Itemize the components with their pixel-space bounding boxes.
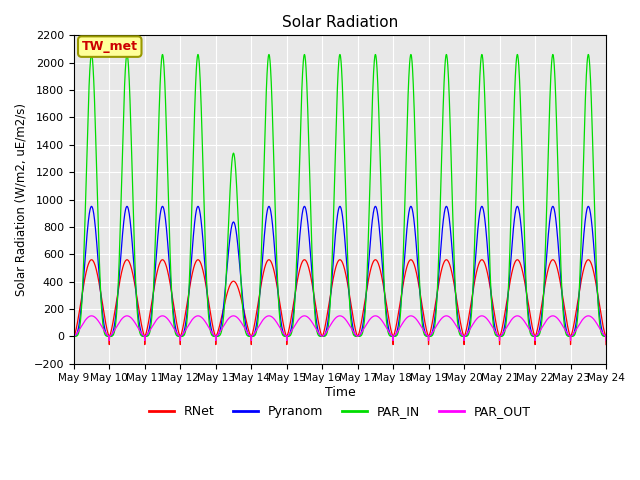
PAR_OUT bbox=[219, 325, 227, 331]
PAR_OUT bbox=[556, 318, 563, 324]
X-axis label: Time: Time bbox=[324, 386, 355, 399]
Pyranom bbox=[88, 204, 95, 209]
PAR_OUT bbox=[495, 333, 502, 339]
Pyranom bbox=[70, 334, 77, 339]
RNet bbox=[355, 329, 363, 335]
PAR_IN bbox=[70, 334, 77, 339]
RNet bbox=[556, 274, 563, 280]
PAR_OUT bbox=[355, 332, 363, 338]
RNet bbox=[88, 257, 95, 263]
Line: RNet: RNet bbox=[74, 260, 606, 345]
Text: TW_met: TW_met bbox=[82, 40, 138, 53]
Pyranom bbox=[570, 330, 578, 336]
PAR_IN bbox=[88, 52, 95, 58]
Pyranom bbox=[355, 333, 363, 339]
PAR_IN bbox=[602, 334, 610, 339]
Line: Pyranom: Pyranom bbox=[74, 206, 606, 336]
RNet bbox=[219, 311, 227, 316]
PAR_IN bbox=[367, 147, 374, 153]
RNet bbox=[70, 342, 77, 348]
PAR_IN bbox=[219, 324, 227, 329]
RNet bbox=[570, 321, 578, 327]
PAR_IN bbox=[355, 334, 363, 339]
Line: PAR_OUT: PAR_OUT bbox=[74, 316, 606, 340]
RNet bbox=[495, 331, 502, 337]
RNet bbox=[367, 266, 374, 272]
PAR_OUT bbox=[70, 337, 77, 343]
Title: Solar Radiation: Solar Radiation bbox=[282, 15, 398, 30]
Pyranom bbox=[219, 313, 227, 319]
RNet bbox=[602, 342, 610, 348]
PAR_IN bbox=[570, 333, 578, 338]
Line: PAR_IN: PAR_IN bbox=[74, 55, 606, 336]
Pyranom bbox=[495, 334, 502, 339]
Pyranom bbox=[556, 255, 563, 261]
PAR_IN bbox=[495, 334, 502, 339]
PAR_OUT bbox=[570, 330, 578, 336]
PAR_OUT bbox=[88, 313, 95, 319]
PAR_IN bbox=[556, 213, 563, 218]
Y-axis label: Solar Radiation (W/m2, uE/m2/s): Solar Radiation (W/m2, uE/m2/s) bbox=[15, 103, 28, 296]
PAR_OUT bbox=[602, 337, 610, 343]
Pyranom bbox=[367, 232, 374, 238]
Legend: RNet, Pyranom, PAR_IN, PAR_OUT: RNet, Pyranom, PAR_IN, PAR_OUT bbox=[143, 400, 536, 423]
PAR_OUT bbox=[367, 315, 374, 321]
Pyranom bbox=[602, 334, 610, 339]
